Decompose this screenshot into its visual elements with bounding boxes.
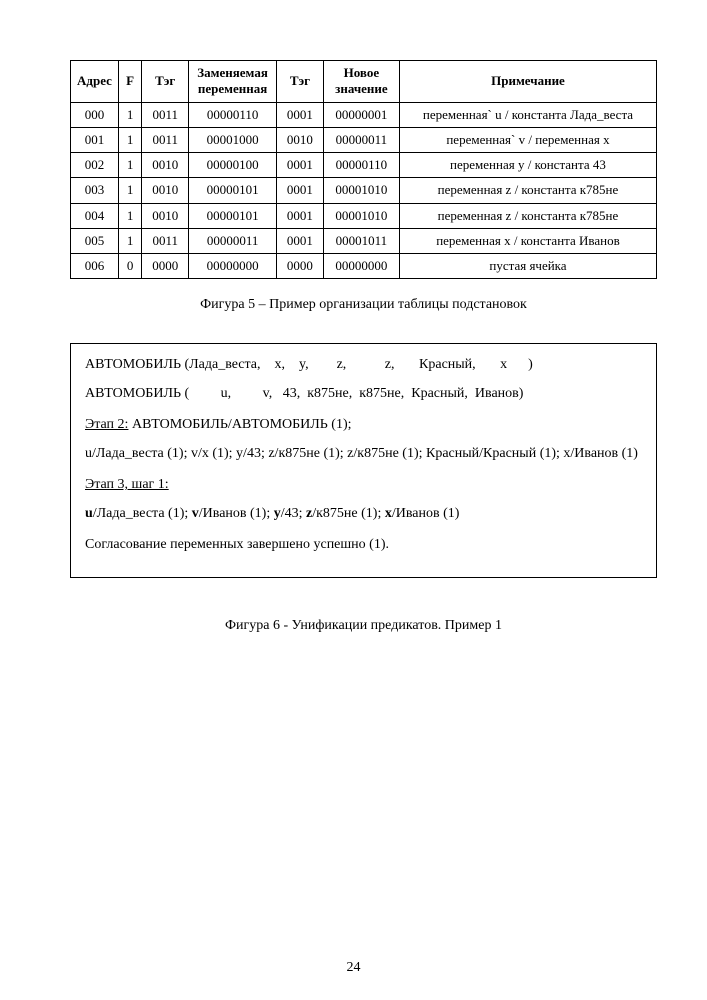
stage3-sep5: /Иванов (1) bbox=[392, 506, 460, 521]
figure6-box: АВТОМОБИЛЬ (Лада_веста, x, y, z, z, Крас… bbox=[70, 343, 657, 578]
table-cell: 1 bbox=[118, 153, 141, 178]
stage3-content: u/Лада_веста (1); v/Иванов (1); y/43; z/… bbox=[85, 503, 642, 524]
table-cell: 00000110 bbox=[323, 153, 399, 178]
table-cell: 00001011 bbox=[323, 228, 399, 253]
table-cell: 0010 bbox=[142, 153, 189, 178]
table-cell: переменная` v / переменная x bbox=[399, 127, 656, 152]
table-cell: переменная z / константа к785не bbox=[399, 203, 656, 228]
table-header-cell: F bbox=[118, 61, 141, 103]
predicate-line-2: АВТОМОБИЛЬ ( u, v, 43, к875не, к875не, К… bbox=[85, 383, 642, 404]
table-cell: 1 bbox=[118, 228, 141, 253]
table-cell: 0011 bbox=[142, 228, 189, 253]
table-cell: 0011 bbox=[142, 102, 189, 127]
table-cell: 0011 bbox=[142, 127, 189, 152]
table-header-cell: Заменяемая переменная bbox=[189, 61, 277, 103]
stage3-x: x bbox=[385, 506, 392, 521]
table-row: 0001001100000110000100000001переменная` … bbox=[71, 102, 657, 127]
table-cell: 0010 bbox=[142, 203, 189, 228]
table-cell: 0001 bbox=[277, 228, 324, 253]
table-cell: 003 bbox=[71, 178, 119, 203]
predicate-line-1: АВТОМОБИЛЬ (Лада_веста, x, y, z, z, Крас… bbox=[85, 354, 642, 375]
table-header-cell: Примечание bbox=[399, 61, 656, 103]
stage3-label-line: Этап 3, шаг 1: bbox=[85, 474, 642, 495]
table-header-cell: Тэг bbox=[142, 61, 189, 103]
table-cell: 0001 bbox=[277, 178, 324, 203]
table-row: 0011001100001000001000000011переменная` … bbox=[71, 127, 657, 152]
table-cell: переменная z / константа к785не bbox=[399, 178, 656, 203]
table-row: 0021001000000100000100000110переменная y… bbox=[71, 153, 657, 178]
table-cell: 1 bbox=[118, 102, 141, 127]
table-cell: 00000000 bbox=[189, 254, 277, 279]
table-cell: 00001010 bbox=[323, 178, 399, 203]
table-cell: 00000001 bbox=[323, 102, 399, 127]
table-cell: переменная x / константа Иванов bbox=[399, 228, 656, 253]
table-row: 0060000000000000000000000000пустая ячейк… bbox=[71, 254, 657, 279]
table-cell: 00000000 bbox=[323, 254, 399, 279]
table-row: 0031001000000101000100001010переменная z… bbox=[71, 178, 657, 203]
table-cell: 0 bbox=[118, 254, 141, 279]
figure6-caption: Фигура 6 - Унификации предикатов. Пример… bbox=[70, 618, 657, 634]
table-cell: 0001 bbox=[277, 203, 324, 228]
stage2-content: u/Лада_веста (1); v/x (1); y/43; z/к875н… bbox=[85, 443, 642, 464]
stage3-v: v bbox=[192, 506, 199, 521]
table-cell: 00000100 bbox=[189, 153, 277, 178]
table-cell: 004 bbox=[71, 203, 119, 228]
stage3-sep1: /Лада_веста (1); bbox=[93, 506, 192, 521]
stage2-label: Этап 2: bbox=[85, 417, 128, 432]
stage2-rest: АВТОМОБИЛЬ/АВТОМОБИЛЬ (1); bbox=[128, 417, 351, 432]
substitution-table: АдресFТэгЗаменяемая переменнаяТэгНовое з… bbox=[70, 60, 657, 279]
table-cell: 0001 bbox=[277, 102, 324, 127]
table-header-row: АдресFТэгЗаменяемая переменнаяТэгНовое з… bbox=[71, 61, 657, 103]
stage3-label: Этап 3, шаг 1: bbox=[85, 477, 169, 492]
table-row: 0051001100000011000100001011переменная x… bbox=[71, 228, 657, 253]
table-cell: 00001000 bbox=[189, 127, 277, 152]
table-cell: 0000 bbox=[142, 254, 189, 279]
stage3-y: y bbox=[274, 506, 281, 521]
table-cell: 0001 bbox=[277, 153, 324, 178]
table-cell: 1 bbox=[118, 127, 141, 152]
final-line: Согласование переменных завершено успешн… bbox=[85, 534, 642, 555]
table-cell: переменная` u / константа Лада_веста bbox=[399, 102, 656, 127]
figure5-caption: Фигура 5 – Пример организации таблицы по… bbox=[70, 297, 657, 313]
table-cell: 00000011 bbox=[323, 127, 399, 152]
table-cell: 00000011 bbox=[189, 228, 277, 253]
table-cell: 002 bbox=[71, 153, 119, 178]
stage3-u: u bbox=[85, 506, 93, 521]
table-cell: 00000110 bbox=[189, 102, 277, 127]
table-row: 0041001000000101000100001010переменная z… bbox=[71, 203, 657, 228]
table-cell: переменная y / константа 43 bbox=[399, 153, 656, 178]
table-cell: 00000101 bbox=[189, 178, 277, 203]
table-header-cell: Адрес bbox=[71, 61, 119, 103]
stage3-sep4: /к875не (1); bbox=[312, 506, 385, 521]
page-number: 24 bbox=[0, 960, 707, 976]
table-cell: 0010 bbox=[142, 178, 189, 203]
table-cell: 000 bbox=[71, 102, 119, 127]
stage2: Этап 2: АВТОМОБИЛЬ/АВТОМОБИЛЬ (1); bbox=[85, 414, 642, 435]
table-cell: 1 bbox=[118, 178, 141, 203]
table-cell: 0000 bbox=[277, 254, 324, 279]
table-cell: 0010 bbox=[277, 127, 324, 152]
table-cell: пустая ячейка bbox=[399, 254, 656, 279]
stage3-sep2: /Иванов (1); bbox=[199, 506, 274, 521]
table-cell: 00000101 bbox=[189, 203, 277, 228]
table-cell: 00001010 bbox=[323, 203, 399, 228]
table-header-cell: Тэг bbox=[277, 61, 324, 103]
table-cell: 006 bbox=[71, 254, 119, 279]
page: АдресFТэгЗаменяемая переменнаяТэгНовое з… bbox=[0, 0, 707, 1000]
table-cell: 005 bbox=[71, 228, 119, 253]
table-cell: 001 bbox=[71, 127, 119, 152]
stage3-sep3: /43; bbox=[281, 506, 306, 521]
table-cell: 1 bbox=[118, 203, 141, 228]
table-header-cell: Новое значение bbox=[323, 61, 399, 103]
